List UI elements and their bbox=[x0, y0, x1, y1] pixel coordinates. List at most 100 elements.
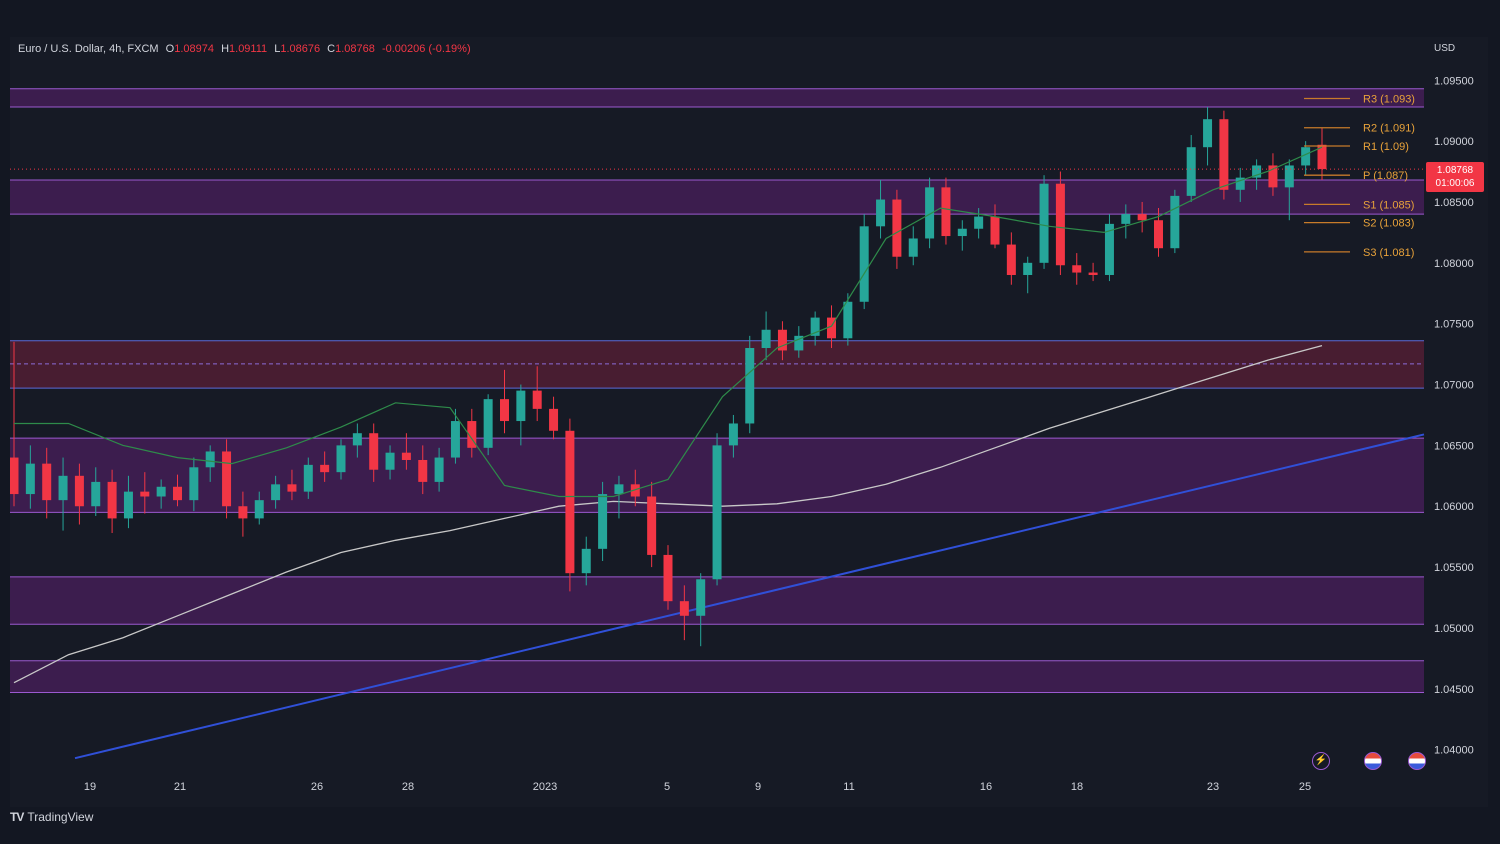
candle-body bbox=[598, 494, 608, 549]
candle-body bbox=[271, 484, 281, 501]
symbol-label[interactable]: Euro / U.S. Dollar, 4h, FXCM bbox=[18, 43, 159, 55]
trendline bbox=[74, 433, 1425, 760]
candle-body bbox=[1088, 272, 1098, 275]
candle-body bbox=[254, 500, 264, 519]
candle-body bbox=[1170, 195, 1180, 249]
us-flag-event-icon[interactable] bbox=[1364, 752, 1382, 770]
candle bbox=[1023, 256, 1033, 294]
candle bbox=[107, 469, 117, 534]
y-tick-label: 1.04500 bbox=[1434, 684, 1474, 696]
candle bbox=[1039, 175, 1049, 269]
candle-body bbox=[336, 445, 346, 473]
candle-body bbox=[369, 433, 379, 470]
candle bbox=[1186, 135, 1196, 202]
candle bbox=[434, 447, 444, 492]
candle bbox=[1235, 167, 1245, 202]
candle bbox=[777, 321, 787, 361]
candle-body bbox=[320, 464, 330, 473]
candle-body bbox=[500, 399, 509, 422]
candle-body bbox=[1104, 223, 1114, 275]
candle-body bbox=[1137, 214, 1147, 221]
candle bbox=[794, 326, 804, 358]
candle bbox=[271, 475, 281, 509]
x-tick-label: 23 bbox=[1207, 781, 1219, 793]
candle-body bbox=[1072, 265, 1082, 273]
candle bbox=[91, 467, 101, 516]
pivot-label: P (1.087) bbox=[1363, 170, 1408, 182]
candle bbox=[728, 414, 738, 458]
currency-label[interactable]: USD bbox=[1434, 43, 1456, 54]
close-key: C bbox=[327, 43, 336, 55]
lightning-icon[interactable]: ⚡ bbox=[1312, 752, 1330, 770]
candle-body bbox=[74, 475, 84, 507]
candle-body bbox=[876, 199, 886, 227]
candle-body bbox=[647, 496, 657, 555]
x-tick-label: 5 bbox=[664, 781, 670, 793]
y-tick-label: 1.05500 bbox=[1434, 562, 1474, 574]
candle-body bbox=[173, 486, 182, 501]
candle bbox=[352, 423, 362, 458]
candle-body bbox=[761, 329, 771, 349]
candle bbox=[1088, 262, 1098, 282]
y-tick-label: 1.04000 bbox=[1434, 745, 1474, 757]
candle bbox=[1268, 153, 1278, 196]
candle-body bbox=[450, 421, 460, 458]
y-tick-label: 1.06000 bbox=[1434, 501, 1474, 513]
candle bbox=[222, 439, 232, 519]
symbol-legend: Euro / U.S. Dollar, 4h, FXCM O1.08974 H1… bbox=[18, 43, 475, 55]
candle bbox=[516, 384, 526, 446]
candle-body bbox=[287, 484, 297, 492]
candle-body bbox=[827, 317, 836, 339]
y-tick-label: 1.08000 bbox=[1434, 258, 1474, 270]
candle-body bbox=[401, 452, 411, 460]
candle bbox=[336, 439, 346, 480]
candle-body bbox=[467, 421, 477, 448]
candle bbox=[1072, 253, 1082, 285]
candle bbox=[189, 457, 199, 512]
candle-body bbox=[663, 554, 673, 602]
candle-body bbox=[777, 329, 787, 351]
us-flag-event-icon[interactable] bbox=[1408, 752, 1426, 770]
candle bbox=[500, 369, 509, 434]
candle-body bbox=[696, 579, 706, 616]
candle bbox=[908, 226, 918, 266]
candle bbox=[925, 177, 935, 249]
candle bbox=[1317, 127, 1327, 181]
candle bbox=[42, 447, 52, 519]
open-value: 1.08974 bbox=[174, 43, 214, 55]
x-tick-label: 25 bbox=[1299, 781, 1311, 793]
candle-body bbox=[516, 390, 526, 422]
candle-body bbox=[1301, 147, 1311, 166]
candle bbox=[549, 396, 559, 440]
candle bbox=[1203, 107, 1213, 166]
candle bbox=[810, 311, 820, 346]
candle-body bbox=[352, 433, 362, 446]
x-tick-label: 19 bbox=[84, 781, 96, 793]
candle bbox=[876, 180, 886, 239]
candle-body bbox=[1154, 220, 1163, 249]
candle bbox=[712, 433, 722, 586]
candle bbox=[892, 189, 902, 269]
low-key: L bbox=[274, 43, 281, 55]
tradingview-icon: TV bbox=[10, 810, 24, 824]
close-value: 1.08768 bbox=[335, 43, 375, 55]
candle-body bbox=[123, 491, 133, 519]
candle bbox=[745, 335, 755, 434]
candle-body bbox=[728, 423, 738, 446]
y-tick-label: 1.09000 bbox=[1434, 136, 1474, 148]
pivot-label: R3 (1.093) bbox=[1363, 94, 1415, 106]
candle bbox=[450, 408, 460, 464]
y-tick-label: 1.06500 bbox=[1434, 440, 1474, 452]
candle-body bbox=[107, 481, 117, 519]
candlestick-chart[interactable]: R3 (1.093) R2 (1.091) R1 (1.09) P (1.087) S1… bbox=[10, 37, 1488, 807]
candle bbox=[156, 479, 166, 509]
candle-body bbox=[532, 390, 542, 409]
candle bbox=[761, 311, 771, 361]
candle-body bbox=[957, 228, 967, 237]
candle-body bbox=[303, 464, 313, 492]
tradingview-logo[interactable]: TV TradingView bbox=[10, 810, 93, 824]
candle bbox=[140, 472, 150, 514]
chart-panel[interactable]: R3 (1.093) R2 (1.091) R1 (1.09) P (1.087) S1… bbox=[10, 37, 1488, 807]
candle-body bbox=[941, 187, 951, 237]
